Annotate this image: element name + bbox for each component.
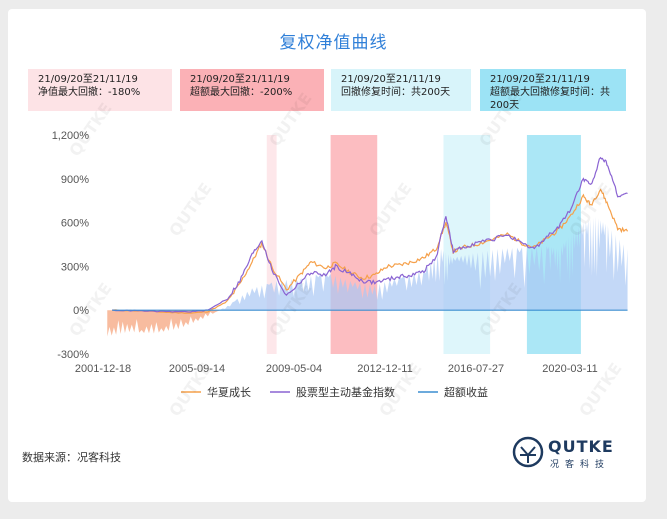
excess-area-layer — [107, 216, 628, 337]
x-tick-label: 2005-09-14 — [169, 363, 225, 375]
excess-area-negative — [107, 310, 628, 337]
info-box-recovery-time: 21/09/20至21/11/19 回撤修复时间：共200天 — [331, 69, 471, 111]
x-tick-label: 2020-03-11 — [542, 363, 597, 375]
info-box-nav-drawdown: 21/09/20至21/11/19 净值最大回撤：-180% — [28, 69, 172, 111]
info-box-date: 21/09/20至21/11/19 — [190, 74, 290, 85]
x-tick-label: 2016-07-27 — [448, 363, 504, 375]
y-tick-label: 0% — [73, 305, 89, 317]
y-tick-label: 600% — [61, 218, 89, 230]
legend-label: 股票型主动基金指数 — [296, 385, 395, 399]
series-lines — [112, 156, 629, 314]
series-line — [112, 188, 629, 314]
highlight-region — [526, 135, 581, 354]
x-axis-ticks: 2001-12-18 2005-09-14 2009-05-04 2012-12-11… — [75, 363, 598, 375]
highlight-region — [266, 135, 277, 354]
info-box-date: 21/09/20至21/11/19 — [341, 74, 441, 85]
info-box-excess-recovery-time: 21/09/20至21/11/19 超额最大回撤修复时间：共200天 — [480, 69, 626, 111]
x-tick-label: 2012-12-11 — [357, 363, 412, 375]
brand-logo: QUTKE 况客科技 — [512, 435, 632, 473]
chart-title: 复权净值曲线 — [279, 33, 388, 53]
info-box-date: 21/09/20至21/11/19 — [38, 74, 138, 85]
x-tick-label: 2009-05-04 — [266, 363, 322, 375]
x-tick-label: 2001-12-18 — [75, 363, 131, 375]
y-tick-label: -300% — [57, 349, 89, 361]
brand-subtitle: 况客科技 — [550, 460, 611, 470]
y-tick-label: 300% — [61, 261, 89, 273]
info-box-value: 净值最大回撤：-180% — [38, 87, 141, 98]
highlight-region — [330, 135, 378, 354]
series-line — [112, 156, 628, 313]
y-tick-label: 1,200% — [52, 130, 90, 142]
legend-label: 超额收益 — [444, 385, 488, 399]
info-box-value: 回撤修复时间：共200天 — [341, 87, 451, 98]
info-box-value: 超额最大回撤修复时间：共200天 — [490, 87, 610, 111]
info-box-excess-drawdown: 21/09/20至21/11/19 超额最大回撤：-200% — [180, 69, 324, 111]
legend-label: 华夏成长 — [207, 385, 251, 399]
brand-mark-icon — [512, 436, 544, 468]
highlight-regions — [266, 135, 581, 354]
y-tick-label: 900% — [61, 174, 89, 186]
info-box-date: 21/09/20至21/11/19 — [490, 74, 590, 85]
y-axis-ticks: 1,200% 900% 600% 300% 0% -300% — [52, 130, 90, 361]
data-source-note: 数据来源：况客科技 — [22, 451, 121, 464]
brand-name: QUTKE — [548, 437, 614, 456]
highlight-region — [443, 135, 491, 354]
legend: 华夏成长 股票型主动基金指数 超额收益 — [181, 385, 488, 399]
info-box-value: 超额最大回撤：-200% — [190, 87, 293, 98]
excess-area-positive — [107, 216, 628, 311]
